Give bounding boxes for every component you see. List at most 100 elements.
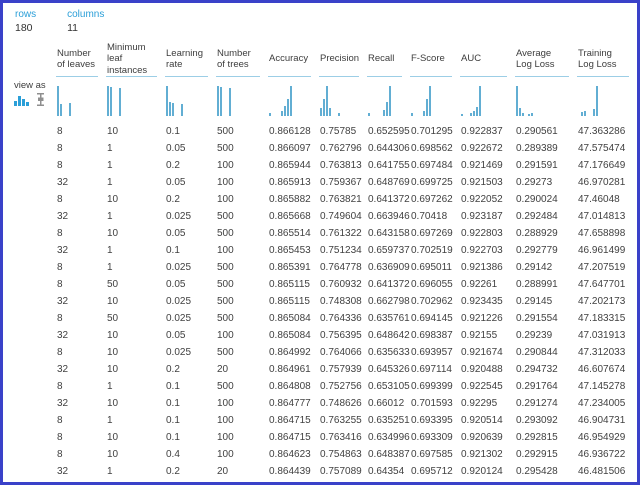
rows-label: rows	[15, 9, 37, 20]
table-cell: 500	[217, 296, 234, 307]
table-row: 8 1 0.1 500 0.864808 0.752756 0.653105 0.699399…	[3, 378, 637, 395]
table-cell: 100	[217, 415, 234, 426]
column-histogram-7[interactable]	[410, 77, 460, 123]
column-header-minimum-leaf-instances[interactable]: Minimum leaf instances	[106, 41, 165, 77]
table-cell: 0.292779	[516, 245, 558, 256]
column-histogram-0[interactable]	[56, 77, 106, 123]
row-gutter	[3, 463, 56, 480]
table-cell: 46.970281	[578, 177, 626, 188]
column-header-number-of-leaves[interactable]: Number of leaves	[56, 41, 106, 77]
table-row: 8 10 0.1 500 0.866128 0.75785 0.652595 0.701295…	[3, 123, 637, 140]
table-cell: 0.292484	[516, 211, 558, 222]
table-row: 8 50 0.025 500 0.865084 0.764336 0.635761 0.694…	[3, 310, 637, 327]
column-header-average-log-loss[interactable]: Average Log Loss	[515, 41, 577, 77]
column-histogram-6[interactable]	[367, 77, 410, 123]
table-row: 8 10 0.1 100 0.864715 0.763416 0.634996 0.69330…	[3, 429, 637, 446]
table-cell: 10	[107, 194, 119, 205]
table-cell: 0.921674	[461, 347, 503, 358]
table-cell: 0.865084	[269, 313, 311, 324]
table-cell: 0.1	[166, 126, 180, 137]
column-histogram-4[interactable]	[268, 77, 319, 123]
table-cell: 10	[107, 432, 119, 443]
table-cell: 0.864992	[269, 347, 311, 358]
table-cell: 0.2	[166, 160, 180, 171]
table-cell: 0.865453	[269, 245, 311, 256]
column-header-training-log-loss[interactable]: Training Log Loss	[577, 41, 637, 77]
table-cell: 0.697262	[411, 194, 453, 205]
table-cell: 0.763821	[320, 194, 362, 205]
column-header-f-score[interactable]: F-Score	[410, 41, 460, 77]
table-row: 32 10 0.2 20 0.864961 0.757939 0.645326 0.69711…	[3, 361, 637, 378]
column-histogram-10[interactable]	[577, 77, 637, 123]
table-cell: 0.864439	[269, 466, 311, 477]
column-header-auc[interactable]: AUC	[460, 41, 515, 77]
table-cell: 0.29145	[516, 296, 553, 307]
table-cell: 0.025	[166, 347, 192, 358]
table-cell: 47.176649	[578, 160, 626, 171]
row-gutter	[3, 208, 56, 225]
column-header-precision[interactable]: Precision	[319, 41, 367, 77]
column-histogram-8[interactable]	[460, 77, 515, 123]
table-cell: 0.693395	[411, 415, 453, 426]
table-cell: 0.752756	[320, 381, 362, 392]
column-histogram-3[interactable]	[216, 77, 268, 123]
table-cell: 0.760932	[320, 279, 362, 290]
boxplot-view-icon[interactable]	[36, 93, 45, 106]
table-cell: 100	[217, 160, 234, 171]
table-cell: 0.025	[166, 211, 192, 222]
table-cell: 8	[57, 432, 63, 443]
table-cell: 0.288929	[516, 228, 558, 239]
table-body: 8 10 0.1 500 0.866128 0.75785 0.652595 0.701295…	[3, 123, 637, 480]
table-cell: 47.234005	[578, 398, 626, 409]
table-cell: 0.635761	[368, 313, 410, 324]
column-header-learning-rate[interactable]: Learning rate	[165, 41, 216, 77]
histogram-view-icon[interactable]	[14, 95, 29, 106]
table-cell: 0.921302	[461, 449, 503, 460]
table-cell: 47.145278	[578, 381, 626, 392]
table-cell: 0.922672	[461, 143, 503, 154]
row-gutter	[3, 276, 56, 293]
table-cell: 0.025	[166, 296, 192, 307]
column-header-number-of-trees[interactable]: Number of trees	[216, 41, 268, 77]
row-gutter	[3, 242, 56, 259]
table-cell: 0.763416	[320, 432, 362, 443]
table-cell: 0.864961	[269, 364, 311, 375]
table-cell: 500	[217, 228, 234, 239]
row-gutter	[3, 378, 56, 395]
column-header-accuracy[interactable]: Accuracy	[268, 41, 319, 77]
column-histogram-9[interactable]	[515, 77, 577, 123]
table-cell: 50	[107, 313, 119, 324]
table-cell: 0.921386	[461, 262, 503, 273]
table-cell: 100	[217, 449, 234, 460]
column-histogram-2[interactable]	[165, 77, 216, 123]
table-cell: 0.29142	[516, 262, 553, 273]
table-cell: 0.764336	[320, 313, 362, 324]
column-header-recall[interactable]: Recall	[367, 41, 410, 77]
table-cell: 0.922703	[461, 245, 503, 256]
row-gutter	[3, 310, 56, 327]
table-cell: 0.865115	[269, 296, 310, 307]
table-cell: 0.920488	[461, 364, 503, 375]
column-histogram-1[interactable]	[106, 77, 165, 123]
table-cell: 8	[57, 381, 63, 392]
table-cell: 0.291764	[516, 381, 558, 392]
row-gutter	[3, 361, 56, 378]
table-row: 32 10 0.05 100 0.865084 0.756395 0.648642 0.698…	[3, 327, 637, 344]
column-histogram-5[interactable]	[319, 77, 367, 123]
table-cell: 47.031913	[578, 330, 626, 341]
table-cell: 0.756395	[320, 330, 362, 341]
table-cell: 0.864715	[269, 415, 311, 426]
header-row: Number of leaves Minimum leaf instances …	[3, 41, 637, 77]
table-cell: 10	[107, 126, 119, 137]
view-as-cell: view as	[3, 77, 56, 123]
table-cell: 47.207519	[578, 262, 626, 273]
table-cell: 0.288991	[516, 279, 558, 290]
table-cell: 0.699725	[411, 177, 453, 188]
table-cell: 0.290024	[516, 194, 558, 205]
table-cell: 32	[57, 466, 69, 477]
table-cell: 0.865514	[269, 228, 311, 239]
table-cell: 8	[57, 279, 63, 290]
table-row: 8 10 0.2 100 0.865882 0.763821 0.641372 0.69726…	[3, 191, 637, 208]
table-cell: 1	[107, 381, 113, 392]
table-row: 8 1 0.05 500 0.866097 0.762796 0.644306 0.69856…	[3, 140, 637, 157]
